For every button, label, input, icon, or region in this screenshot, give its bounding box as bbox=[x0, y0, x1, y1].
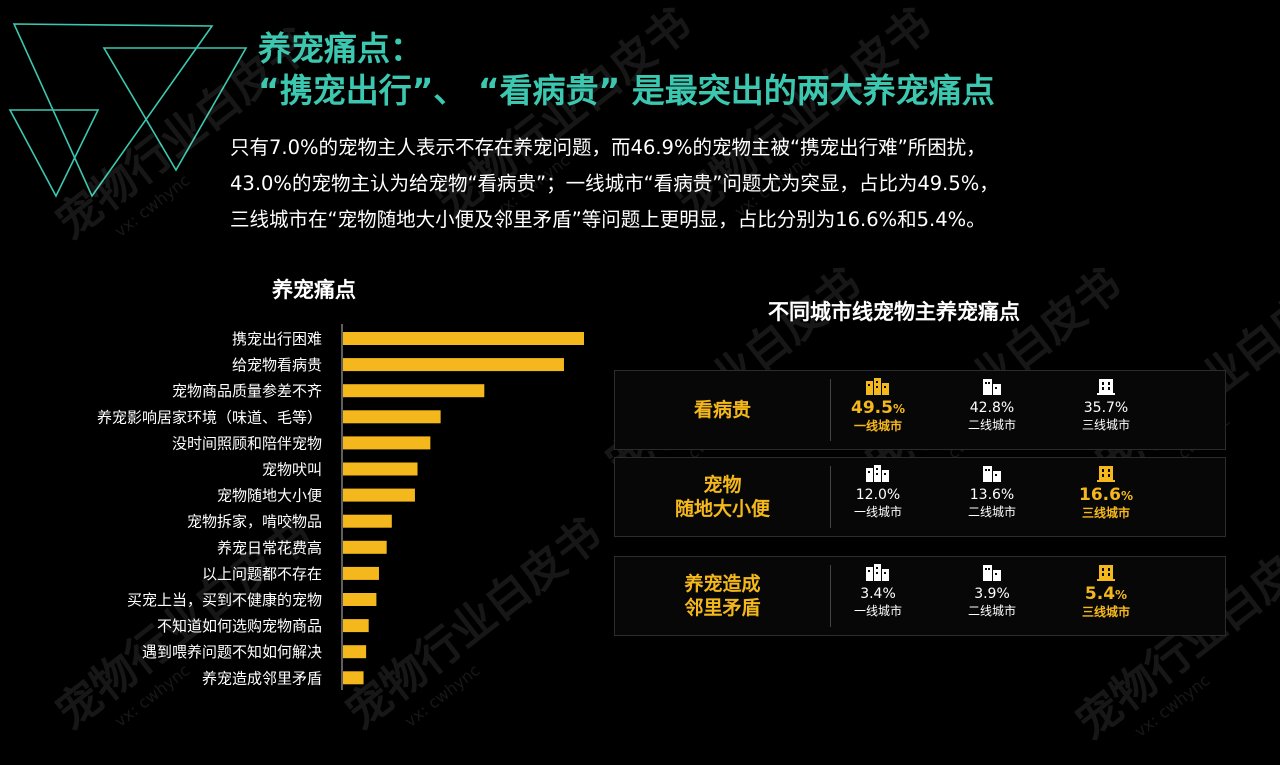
bar-category-label: 养宠影响居家环境（味道、毛等） bbox=[97, 408, 322, 426]
city-tier-cell: 13.6% 二线城市 bbox=[942, 464, 1042, 520]
city-tier-cell: 49.5% 一线城市 bbox=[828, 377, 928, 434]
city-tier-name: 一线城市 bbox=[853, 604, 902, 618]
city-tier-value: 42.8% bbox=[969, 400, 1015, 416]
bar bbox=[343, 514, 392, 528]
city-tier-name: 三线城市 bbox=[1081, 605, 1130, 619]
pain-point-label: 宠物 随地大小便 bbox=[674, 474, 770, 520]
bar-category-label: 宠物吠叫 bbox=[262, 461, 322, 479]
city-tier-name: 二线城市 bbox=[967, 505, 1016, 519]
city-tier-cell: 42.8% 二线城市 bbox=[942, 377, 1042, 433]
city-tier-cell: 3.9% 二线城市 bbox=[942, 563, 1042, 619]
bar bbox=[343, 384, 485, 398]
page-title-line1: 养宠痛点： bbox=[258, 29, 423, 68]
bar bbox=[343, 593, 377, 606]
row-divider bbox=[830, 565, 831, 627]
bar bbox=[343, 645, 367, 659]
pain-point-label: 养宠造成 邻里矛盾 bbox=[684, 573, 761, 619]
city-tier1-icon bbox=[828, 563, 928, 585]
pain-point-row: 养宠造成 邻里矛盾 3.4% 一线城市 3.9% 二线城市 5.4% 三线城市 bbox=[614, 556, 1226, 636]
city-tier1-icon bbox=[828, 377, 928, 399]
description-line: 三线城市在“宠物随地大小便及邻里矛盾”等问题上更明显，占比分别为16.6%和5.… bbox=[230, 208, 986, 231]
city-tier2-icon bbox=[942, 464, 1042, 486]
row-divider bbox=[830, 466, 831, 528]
description-line: 43.0%的宠物主认为给宠物“看病贵”；一线城市“看病贵”问题尤为突显，占比为4… bbox=[230, 172, 999, 195]
bar bbox=[343, 566, 379, 580]
city-tier2-icon bbox=[942, 377, 1042, 399]
city-tier3-icon bbox=[1056, 563, 1156, 585]
city-tier3-icon bbox=[1056, 464, 1156, 486]
bar bbox=[343, 462, 418, 476]
bar bbox=[343, 410, 441, 424]
bar-category-label: 携宠出行困难 bbox=[232, 330, 322, 348]
city-tier-value: 3.9% bbox=[974, 586, 1010, 602]
bar bbox=[343, 619, 369, 633]
page-title-line2: “携宠出行”、 “看病贵” 是最突出的两大养宠痛点 bbox=[258, 71, 995, 110]
bar-category-label: 给宠物看病贵 bbox=[232, 356, 322, 374]
city-tier-name: 三线城市 bbox=[1081, 506, 1130, 520]
city-tier-value: 13.6% bbox=[969, 487, 1015, 503]
city-tier-value: 5.4% bbox=[1084, 584, 1128, 604]
bar bbox=[343, 488, 415, 502]
bar-chart-title: 养宠痛点 bbox=[272, 278, 356, 302]
city-tier-cell: 35.7% 三线城市 bbox=[1056, 377, 1156, 433]
city-tier-name: 三线城市 bbox=[1081, 418, 1130, 432]
city-table-title: 不同城市线宠物主养宠痛点 bbox=[768, 300, 1020, 324]
bar-category-label: 以上问题都不存在 bbox=[202, 565, 322, 583]
bar bbox=[343, 671, 364, 685]
city-tier-name: 一线城市 bbox=[853, 419, 902, 433]
pain-point-label: 看病贵 bbox=[693, 399, 751, 421]
city-tier-name: 二线城市 bbox=[967, 604, 1016, 618]
city-tier2-icon bbox=[942, 563, 1042, 585]
bar-category-label: 不知道如何选购宠物商品 bbox=[157, 617, 322, 635]
bar-category-label: 没时间照顾和陪伴宠物 bbox=[172, 434, 322, 452]
row-divider bbox=[830, 379, 831, 441]
city-tier-value: 16.6% bbox=[1079, 485, 1133, 505]
pain-point-row: 宠物 随地大小便 12.0% 一线城市 13.6% 二线城市 16.6% 三线城市 bbox=[614, 457, 1226, 537]
bar bbox=[343, 540, 387, 554]
triangle-decoration bbox=[8, 23, 248, 198]
bar-category-label: 宠物随地大小便 bbox=[217, 487, 322, 505]
pain-point-row: 看病贵 49.5% 一线城市 42.8% 二线城市 35.7% 三线城市 bbox=[614, 370, 1226, 450]
city-tier-cell: 12.0% 一线城市 bbox=[828, 464, 928, 520]
city-tier-cell: 5.4% 三线城市 bbox=[1056, 563, 1156, 620]
city-tier1-icon bbox=[828, 464, 928, 486]
description: 只有7.0%的宠物主人表示不存在养宠问题，而46.9%的宠物主被“携宠出行难”所… bbox=[230, 130, 999, 238]
city-tier-value: 35.7% bbox=[1083, 400, 1129, 416]
bar bbox=[343, 436, 431, 450]
bar-category-label: 养宠日常花费高 bbox=[217, 539, 322, 557]
city-tier3-icon bbox=[1056, 377, 1156, 399]
city-tier-value: 49.5% bbox=[851, 398, 905, 418]
bar-category-label: 养宠造成邻里矛盾 bbox=[202, 669, 322, 687]
bar-category-label: 遇到喂养问题不知如何解决 bbox=[142, 643, 322, 661]
bar-category-label: 宠物商品质量参差不齐 bbox=[172, 382, 322, 400]
bar-category-label: 宠物拆家，啃咬物品 bbox=[187, 513, 322, 531]
bar bbox=[343, 332, 584, 345]
bar bbox=[343, 358, 564, 372]
city-tier-value: 12.0% bbox=[855, 487, 901, 503]
city-tier-cell: 16.6% 三线城市 bbox=[1056, 464, 1156, 521]
city-tier-name: 一线城市 bbox=[853, 505, 902, 519]
city-tier-value: 3.4% bbox=[860, 586, 896, 602]
description-line: 只有7.0%的宠物主人表示不存在养宠问题，而46.9%的宠物主被“携宠出行难”所… bbox=[230, 136, 986, 159]
city-tier-cell: 3.4% 一线城市 bbox=[828, 563, 928, 619]
bar-category-label: 买宠上当，买到不健康的宠物 bbox=[127, 591, 322, 609]
city-tier-name: 二线城市 bbox=[967, 418, 1016, 432]
